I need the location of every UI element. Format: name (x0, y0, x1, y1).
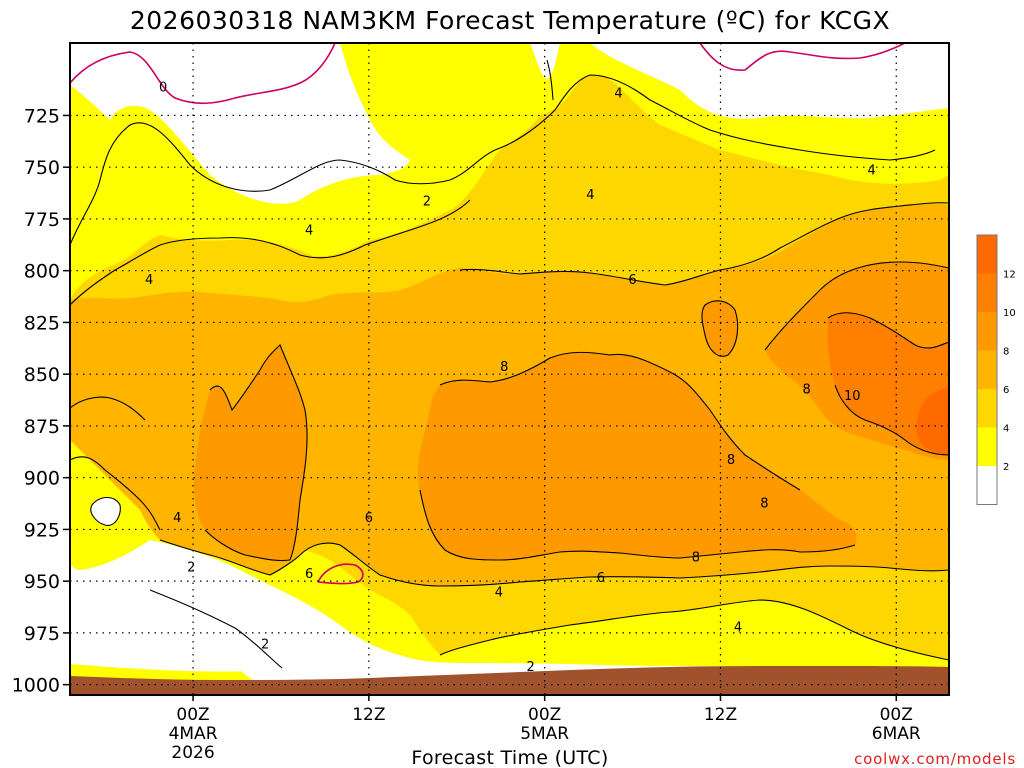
y-tick-label-850: 850 (24, 364, 60, 386)
grid-vertical (192, 43, 897, 695)
contour-label-0: 0 (159, 80, 167, 95)
x-tick-label-2-1: 5MAR (520, 724, 569, 744)
contour-label-7: 6 (628, 273, 636, 288)
band-8-10-bubble (701, 300, 738, 357)
contour-lines (70, 59, 949, 669)
y-tick-label-775: 775 (24, 209, 60, 231)
contour-label-16: 2 (187, 561, 195, 576)
contour-label-1: 4 (614, 87, 622, 102)
contour-label-8: 8 (500, 360, 508, 375)
band-8-10-leftlobe (193, 345, 308, 561)
legend-swatch-0 (977, 466, 997, 505)
legend-label-8: 8 (1003, 347, 1009, 358)
contour-label-10: 10 (844, 389, 861, 404)
x-axis-label: Forecast Time (UTC) (411, 747, 608, 768)
legend-swatch-1 (977, 427, 997, 466)
contour-label-6: 4 (145, 273, 153, 288)
legend-label-12: 12 (1003, 270, 1016, 281)
contour-label-2: 2 (423, 194, 431, 209)
contour-label-14: 4 (173, 511, 181, 526)
band-below-2-bottom (70, 540, 740, 695)
y-tick-label-750: 750 (24, 157, 60, 179)
contour-label-22: 2 (526, 660, 534, 675)
y-tick-label-900: 900 (24, 468, 60, 490)
legend-swatch-4 (977, 312, 997, 351)
contour-label-11: 8 (727, 453, 735, 468)
plot-frame (69, 42, 950, 696)
legend-frame (976, 234, 998, 505)
plot-area (70, 43, 949, 695)
x-tick-label-0-0: 00Z (176, 705, 209, 725)
contour-label-3: 4 (868, 163, 876, 178)
legend-label-4: 4 (1003, 424, 1009, 435)
legend-label-6: 6 (1003, 385, 1009, 396)
y-tick-label-950: 950 (24, 571, 60, 593)
legend-swatch-5 (977, 273, 997, 312)
ground-surface (70, 666, 949, 695)
x-tick-label-0-2: 2026 (171, 743, 214, 763)
contour-label-5: 4 (305, 223, 313, 238)
freezing-contours (70, 43, 906, 585)
y-tick-label-725: 725 (24, 105, 60, 127)
band-below-2-top (70, 43, 410, 204)
contour-label-13: 6 (365, 511, 373, 526)
chart-title: 2026030318 NAM3KM Forecast Temperature (… (130, 6, 890, 35)
contour-label-17: 6 (305, 567, 313, 582)
x-tick-label-1-0: 12Z (352, 705, 385, 725)
legend-swatch-6 (977, 235, 997, 274)
legend-swatch-2 (977, 389, 997, 428)
y-tick-label-1000: 1000 (12, 675, 60, 697)
contour-label-4: 4 (586, 188, 594, 203)
x-tick-label-2-0: 00Z (528, 705, 561, 725)
contour-label-12: 8 (760, 497, 768, 512)
legend-label-2: 2 (1003, 462, 1009, 473)
x-tick-label-3-0: 12Z (704, 705, 737, 725)
band-12-plus (916, 386, 949, 455)
y-tick-label-800: 800 (24, 261, 60, 283)
legend-label-10: 10 (1003, 308, 1016, 319)
band-8-10-main (417, 352, 857, 560)
y-tick-label-975: 975 (24, 623, 60, 645)
x-tick-label-0-1: 4MAR (169, 724, 218, 744)
contour-label-15: 8 (692, 550, 700, 565)
x-tick-label-4-0: 00Z (880, 705, 913, 725)
y-tick-label-875: 875 (24, 416, 60, 438)
x-tick-label-4-1: 6MAR (872, 724, 921, 744)
y-tick-label-925: 925 (24, 519, 60, 541)
contour-label-21: 2 (261, 637, 269, 652)
contour-label-9: 8 (802, 383, 810, 398)
contour-label-20: 4 (734, 621, 742, 636)
band-below-2-top-right (530, 43, 949, 119)
y-tick-label-825: 825 (24, 312, 60, 334)
contour-label-19: 4 (495, 586, 503, 601)
color-legend: 2 4 6 8 10 12 (976, 234, 1016, 505)
contour-label-18: 6 (597, 571, 605, 586)
credit-text: coolwx.com/models (854, 750, 1016, 768)
legend-swatch-3 (977, 350, 997, 389)
contour-labels: 0 4 2 4 4 4 4 6 8 8 10 8 8 6 4 8 2 6 6 4 4 2 2 (145, 80, 876, 675)
band-below-2-pocket (90, 497, 121, 526)
y-axis-ticks: 725 750 775 800 825 850 875 900 925 950 975 1000 (12, 105, 70, 697)
